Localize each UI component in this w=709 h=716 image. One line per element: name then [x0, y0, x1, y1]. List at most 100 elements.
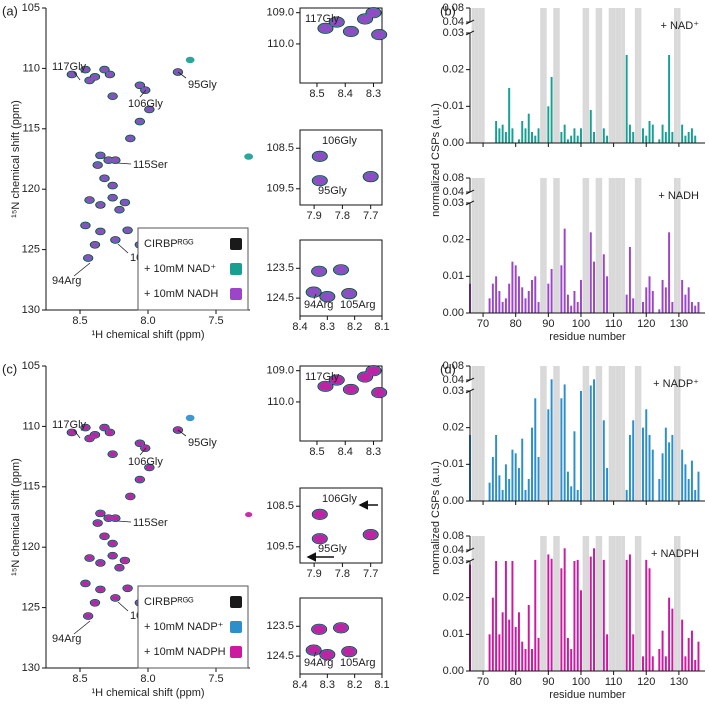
- bar: [573, 128, 576, 143]
- legend-swatch: [230, 238, 242, 250]
- x-tick-label: 8.5: [72, 673, 87, 685]
- excluded-residue: [638, 536, 642, 671]
- excluded-residue: [540, 366, 544, 501]
- peak: [136, 118, 144, 125]
- peak: [91, 600, 99, 606]
- bar: [668, 232, 671, 313]
- peak: [109, 451, 117, 457]
- peak: [81, 580, 90, 587]
- excluded-residue: [582, 536, 586, 671]
- peak: [111, 515, 119, 521]
- excluded-residue: [585, 178, 590, 313]
- x-tick-label: 70: [477, 318, 489, 330]
- x-tick-label: 100: [572, 676, 590, 688]
- peak-label: 106Gly: [322, 493, 357, 505]
- bar: [517, 276, 520, 313]
- bar: [668, 442, 671, 501]
- excluded-residue: [621, 8, 626, 143]
- excluded-residue: [481, 8, 485, 143]
- bar: [606, 467, 609, 501]
- peak: [136, 82, 144, 88]
- bar: [488, 634, 491, 671]
- leader-line: [73, 429, 81, 439]
- bar: [491, 283, 494, 313]
- bar: [537, 637, 540, 671]
- excluded-residue: [543, 178, 547, 313]
- excluded-residue: [608, 178, 612, 313]
- peak-label: 94Arg: [52, 633, 81, 645]
- bar: [690, 301, 693, 313]
- excluded-residue: [618, 366, 622, 501]
- y-tick-label: 124.5: [266, 650, 294, 662]
- x-tick-label: 8.0: [140, 315, 155, 327]
- excluded-residue: [618, 8, 622, 143]
- x-tick-label: 8.3: [366, 446, 381, 458]
- bar: [488, 298, 491, 313]
- excluded-residue: [582, 8, 586, 143]
- excluded-residue: [618, 178, 622, 313]
- excluded-residue: [638, 178, 642, 313]
- bar: [508, 619, 511, 671]
- peak: [372, 30, 386, 39]
- excluded-residue: [673, 8, 678, 143]
- y-tick-label: 0.03: [443, 385, 464, 397]
- excluded-residue: [478, 178, 482, 313]
- y-tick-label: 105: [22, 360, 40, 372]
- bar: [547, 554, 550, 671]
- peak: [141, 87, 149, 93]
- peak: [91, 242, 99, 248]
- leader-line: [139, 447, 147, 456]
- bar: [534, 398, 537, 501]
- peak: [96, 228, 104, 235]
- leader-line: [73, 262, 91, 277]
- bar: [661, 279, 664, 313]
- y-tick-label: 125: [22, 602, 40, 614]
- excluded-residue: [471, 536, 475, 671]
- y-tick-label: 120: [22, 541, 40, 553]
- y-tick-label: 0.01: [443, 628, 464, 640]
- excluded-residue: [611, 536, 616, 671]
- y-tick-label: 0.02: [443, 422, 464, 434]
- peak: [334, 265, 348, 275]
- bar: [517, 612, 520, 671]
- excluded-residue: [553, 366, 557, 501]
- peak: [372, 388, 386, 397]
- peak: [320, 650, 334, 660]
- peak: [364, 530, 378, 540]
- excluded-residue: [615, 8, 619, 143]
- bar: [694, 135, 697, 143]
- x-tick-label: 8.3: [320, 679, 335, 691]
- bar: [694, 489, 697, 501]
- x-tick-label: 70: [477, 676, 489, 688]
- bar: [563, 124, 566, 143]
- peak: [121, 199, 129, 206]
- excluded-residue: [634, 8, 639, 143]
- peak-label: 106Gly: [322, 135, 357, 147]
- x-tick-label: 100: [572, 318, 590, 330]
- excluded-residue: [677, 366, 681, 501]
- y-tick-label: 0.00: [443, 495, 464, 507]
- x-tick-label: 8.1: [374, 679, 389, 691]
- bar: [573, 290, 576, 313]
- excluded-residue: [621, 178, 626, 313]
- leader-line: [177, 429, 187, 437]
- bar: [681, 619, 684, 671]
- peak: [100, 67, 109, 73]
- peak-label: 105Arg: [340, 299, 375, 311]
- bar: [664, 131, 667, 143]
- bar: [491, 456, 494, 501]
- x-tick-label: 80: [510, 676, 522, 688]
- y-tick-label: 0.04: [443, 544, 464, 556]
- bar: [642, 128, 644, 143]
- peak: [313, 151, 327, 161]
- plot-frame: [299, 365, 383, 442]
- y-tick-label: 105: [22, 2, 40, 14]
- bar: [517, 139, 520, 143]
- bar: [504, 131, 507, 143]
- peak: [115, 207, 124, 213]
- excluded-residue: [677, 536, 681, 671]
- bar: [642, 427, 644, 501]
- excluded-residue: [478, 366, 482, 501]
- bar: [527, 478, 530, 501]
- bar: [508, 478, 511, 501]
